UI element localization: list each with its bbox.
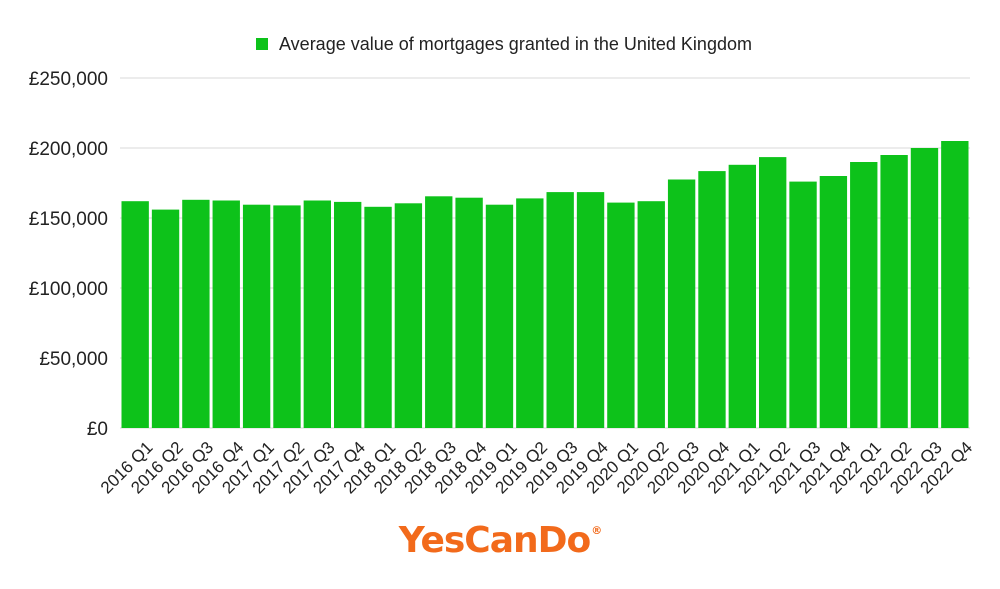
bar xyxy=(910,148,939,428)
bar xyxy=(667,179,696,428)
bar xyxy=(546,192,574,428)
y-tick-label: £250,000 xyxy=(29,69,108,90)
bar xyxy=(303,200,331,428)
y-tick-label: £200,000 xyxy=(29,139,108,160)
bar xyxy=(850,162,878,428)
y-tick-label: £150,000 xyxy=(29,209,108,230)
bar xyxy=(425,196,453,428)
registered-mark: ® xyxy=(591,524,602,537)
bar xyxy=(759,157,787,428)
bar xyxy=(121,201,149,428)
bar xyxy=(941,141,969,428)
bar xyxy=(698,171,726,428)
bar xyxy=(637,201,665,428)
bar xyxy=(394,203,423,428)
logo-text: YesCanDo xyxy=(398,520,592,561)
bar xyxy=(364,206,392,428)
bar xyxy=(576,192,605,428)
y-tick-label: £0 xyxy=(87,419,108,440)
bar xyxy=(485,204,514,428)
bar xyxy=(212,200,240,428)
bar xyxy=(334,201,362,428)
y-tick-label: £100,000 xyxy=(29,279,108,300)
bar xyxy=(819,176,848,428)
legend-label: Average value of mortgages granted in th… xyxy=(279,33,752,54)
bar xyxy=(455,197,483,428)
bar xyxy=(880,155,908,428)
yescando-logo: YesCanDo® xyxy=(0,520,1000,561)
legend: Average value of mortgages granted in th… xyxy=(256,34,752,54)
bar xyxy=(607,202,635,428)
bar xyxy=(151,209,180,428)
bars xyxy=(121,141,969,429)
legend-swatch xyxy=(256,38,268,50)
bar xyxy=(728,164,756,429)
bar xyxy=(182,199,210,428)
y-tick-label: £50,000 xyxy=(39,349,108,370)
bar xyxy=(242,204,271,428)
bar xyxy=(789,181,817,428)
y-axis-tick-labels: £0 £50,000 £100,000 £150,000 £200,000 £250,00… xyxy=(29,69,108,440)
bar xyxy=(273,205,301,428)
bar xyxy=(516,198,544,428)
